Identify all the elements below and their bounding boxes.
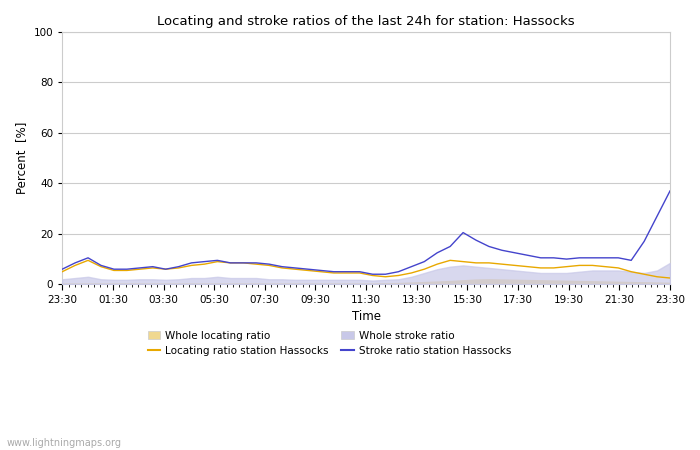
Y-axis label: Percent  [%]: Percent [%]	[15, 122, 28, 194]
Legend: Whole locating ratio, Locating ratio station Hassocks, Whole stroke ratio, Strok: Whole locating ratio, Locating ratio sta…	[144, 326, 516, 360]
X-axis label: Time: Time	[351, 310, 381, 323]
Title: Locating and stroke ratios of the last 24h for station: Hassocks: Locating and stroke ratios of the last 2…	[158, 15, 575, 28]
Text: www.lightningmaps.org: www.lightningmaps.org	[7, 438, 122, 448]
